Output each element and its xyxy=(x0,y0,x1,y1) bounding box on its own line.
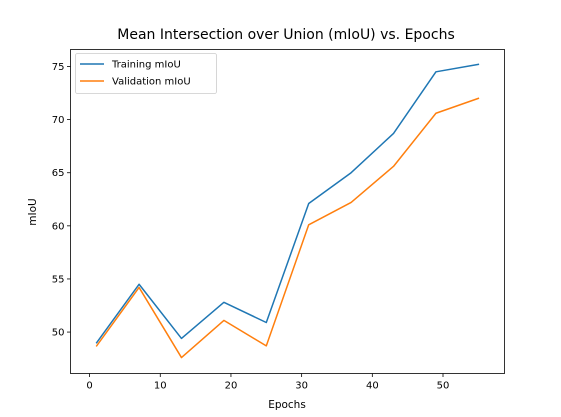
plot-lines xyxy=(95,63,480,359)
legend-label: Training mIoU xyxy=(111,60,181,71)
y-tick-label: 55 xyxy=(52,274,65,285)
plot-frame xyxy=(70,49,505,374)
x-tick-label: 10 xyxy=(154,381,167,392)
x-tick-label: 20 xyxy=(225,381,238,392)
y-tick-label: 75 xyxy=(52,62,65,73)
x-tick-label: 40 xyxy=(366,381,379,392)
x-tick-label: 30 xyxy=(295,381,308,392)
y-axis: 50 55 60 65 70 75 xyxy=(52,62,71,339)
legend-box xyxy=(75,53,217,94)
y-tick-label: 50 xyxy=(52,328,65,339)
x-tick-label: 0 xyxy=(86,381,92,392)
x-tick-label: 50 xyxy=(437,381,450,392)
y-axis-label: mIoU xyxy=(27,198,39,225)
legend-label: Validation mIoU xyxy=(112,77,191,88)
y-tick-label: 70 xyxy=(52,115,65,126)
x-axis-label: Epochs xyxy=(268,399,306,411)
chart-title: Mean Intersection over Union (mIoU) vs. … xyxy=(117,27,455,43)
legend: Training mIoU Validation mIoU xyxy=(75,53,217,94)
series-line-training xyxy=(95,63,480,344)
y-tick-label: 65 xyxy=(52,168,65,179)
series-line-validation xyxy=(95,97,480,359)
y-tick-label: 60 xyxy=(52,221,65,232)
x-axis: 0 10 20 30 40 50 xyxy=(86,373,450,392)
